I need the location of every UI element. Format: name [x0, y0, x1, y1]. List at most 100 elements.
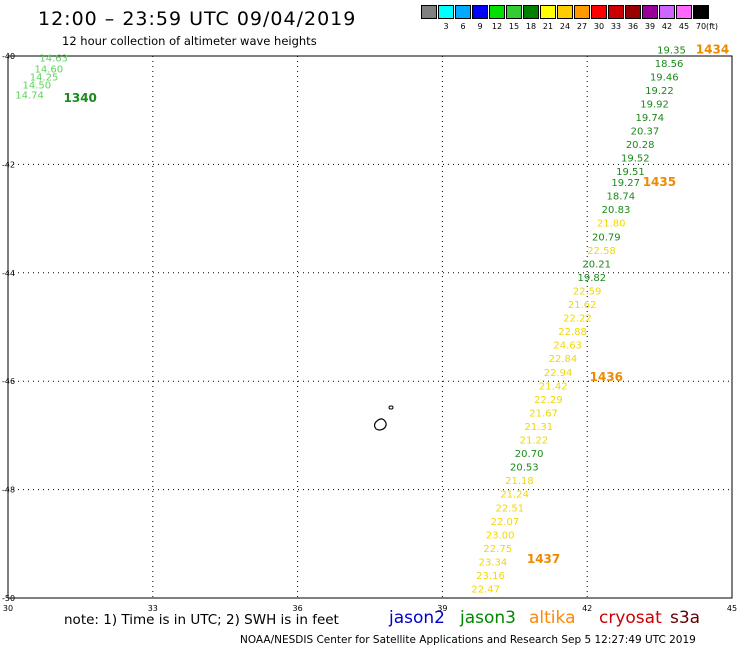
wave-height-value: 18.74: [607, 192, 636, 203]
wave-height-value: 19.74: [635, 113, 664, 124]
scale-swatch: [523, 5, 539, 19]
lat-tick-label: -50: [2, 594, 15, 603]
wave-height-value: 22.88: [558, 327, 587, 338]
lon-tick-label: 33: [148, 604, 158, 613]
wave-height-value: 21.80: [597, 219, 626, 230]
scale-swatch: [540, 5, 556, 19]
scale-label: 70: [695, 22, 707, 31]
scale-swatch: [489, 5, 505, 19]
wave-height-value: 22.75: [483, 544, 512, 555]
scale-swatch: [608, 5, 624, 19]
wave-height-value: 19.52: [621, 154, 650, 165]
pass-time-label: 1435: [643, 175, 676, 189]
scale-swatch: [676, 5, 692, 19]
pass-time-label: 1340: [64, 91, 97, 105]
scale-swatch: [642, 5, 658, 19]
footer-credit: NOAA/NESDIS Center for Satellite Applica…: [240, 634, 696, 646]
pass-time-label: 1434: [696, 42, 729, 56]
wave-height-value: 20.21: [582, 259, 611, 270]
scale-swatch: [591, 5, 607, 19]
lat-tick-label: -40: [2, 52, 15, 61]
wave-height-value: 21.22: [520, 436, 549, 447]
wave-height-value: 21.62: [568, 300, 597, 311]
wave-height-value: 19.35: [657, 45, 686, 56]
wave-height-value: 14.25: [30, 72, 59, 83]
scale-label: 27: [576, 22, 588, 31]
wave-height-value: 14.60: [35, 64, 64, 75]
wave-height-value: 14.74: [15, 90, 44, 101]
wave-height-value: 22.58: [587, 246, 616, 257]
wave-height-value: 22.59: [573, 286, 602, 297]
wave-height-value: 20.28: [626, 140, 655, 151]
wave-height-value: 23.16: [476, 571, 505, 582]
page-title: 12:00 – 23:59 UTC 09/04/2019: [38, 8, 357, 30]
satellite-label-s3a: s3a: [670, 608, 701, 628]
scale-swatch: [693, 5, 709, 19]
wave-height-value: 23.00: [486, 530, 515, 541]
wave-height-value: 22.94: [544, 368, 573, 379]
scale-swatch: [506, 5, 522, 19]
wave-height-value: 22.29: [534, 395, 563, 406]
page-subtitle: 12 hour collection of altimeter wave hei…: [62, 34, 317, 48]
scale-label: 45: [678, 22, 690, 31]
wave-height-value: 24.63: [553, 341, 582, 352]
scale-label: 30: [593, 22, 605, 31]
wave-height-value: 22.84: [549, 354, 578, 365]
satellite-label-altika: altika: [529, 608, 576, 628]
scale-swatch: [472, 5, 488, 19]
scale-swatch: [625, 5, 641, 19]
scale-swatch: [574, 5, 590, 19]
wave-height-value: 22.47: [471, 585, 500, 596]
lon-tick-label: 36: [293, 604, 303, 613]
pass-time-label: 1436: [590, 370, 623, 384]
wave-height-value: 21.67: [529, 408, 558, 419]
wave-height-value: 18.56: [655, 59, 684, 70]
wave-height-value: 20.53: [510, 463, 539, 474]
wave-height-value: 19.82: [578, 273, 607, 284]
scale-label: 15: [508, 22, 520, 31]
wave-height-value: 14.50: [22, 81, 51, 92]
wave-height-value: 14.63: [39, 53, 68, 64]
lon-tick-label: 45: [727, 604, 737, 613]
scale-label: 18: [525, 22, 537, 31]
wave-height-value: 22.22: [563, 314, 592, 325]
wave-height-value: 23.34: [479, 557, 508, 568]
scale-unit: (ft): [705, 22, 719, 31]
satellite-label-jason3: jason3: [460, 608, 516, 628]
lat-tick-label: -46: [2, 377, 15, 386]
scale-label: 24: [559, 22, 571, 31]
lon-tick-label: 42: [582, 604, 592, 613]
wave-height-value: 21.24: [500, 490, 529, 501]
wave-height-value: 19.27: [611, 178, 640, 189]
lon-tick-label: 30: [3, 604, 13, 613]
scale-swatch: [557, 5, 573, 19]
lat-tick-label: -42: [2, 160, 15, 169]
island-outline: [374, 418, 387, 431]
scale-label: 6: [460, 22, 466, 31]
satellite-label-cryosat: cryosat: [599, 608, 662, 628]
scale-label: 12: [491, 22, 503, 31]
scale-swatch: [438, 5, 454, 19]
scale-label: 42: [661, 22, 673, 31]
wave-height-value: 20.37: [631, 127, 660, 138]
note-text: note: 1) Time is in UTC; 2) SWH is in fe…: [64, 612, 339, 628]
scale-swatch: [421, 5, 437, 19]
scale-label: 9: [477, 22, 483, 31]
wave-height-value: 19.51: [616, 167, 645, 178]
scale-swatch: [659, 5, 675, 19]
scale-swatch: [455, 5, 471, 19]
wave-height-value: 22.07: [491, 517, 520, 528]
lat-tick-label: -44: [2, 269, 15, 278]
satellite-label-jason2: jason2: [389, 608, 445, 628]
wave-height-value: 19.22: [645, 86, 674, 97]
wave-height-value: 21.42: [539, 381, 568, 392]
scale-label: 39: [644, 22, 656, 31]
islet-outline: [388, 405, 394, 410]
scale-label: 33: [610, 22, 622, 31]
lat-tick-label: -48: [2, 486, 15, 495]
wave-height-value: 20.70: [515, 449, 544, 460]
wave-height-value: 20.79: [592, 232, 621, 243]
scale-label: 3: [443, 22, 449, 31]
wave-height-value: 22.51: [495, 503, 524, 514]
